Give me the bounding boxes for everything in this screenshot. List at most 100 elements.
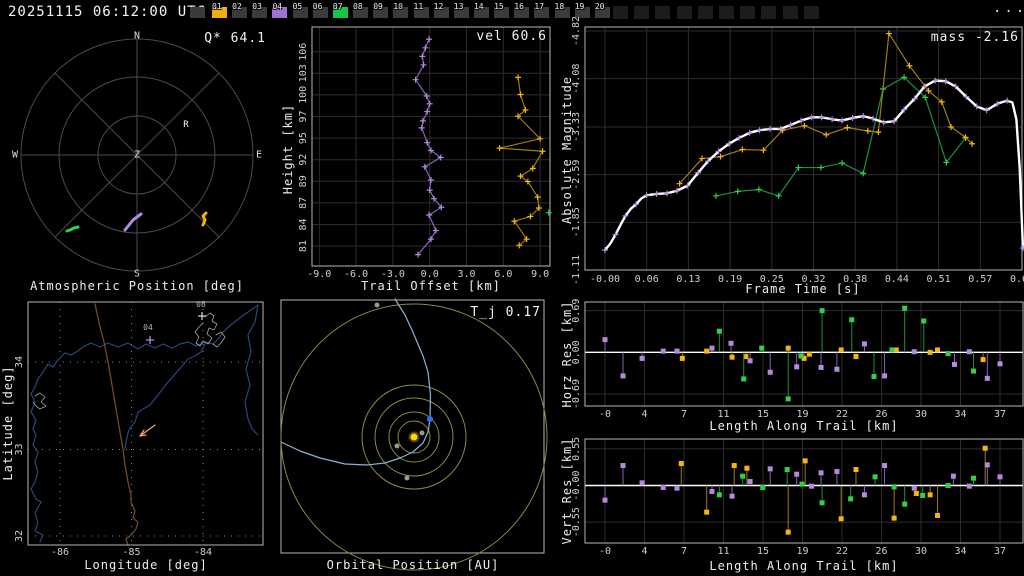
- horz-residuals-canvas: -04711151922263034370.690.00-0.69: [560, 299, 1024, 436]
- station-box-label: 15: [494, 3, 504, 11]
- panel-ground-map: 0408-86-85-84343332 Longitude [deg] Lati…: [0, 299, 280, 576]
- station-box-18[interactable]: 18: [555, 7, 570, 18]
- svg-text:97: 97: [298, 110, 309, 122]
- station-box-label: 16: [514, 3, 524, 11]
- station-box-label: 11: [414, 3, 424, 11]
- svg-text:-0.00: -0.00: [590, 274, 620, 285]
- polar-xlabel: Atmospheric Position [deg]: [30, 279, 244, 293]
- svg-text:-1.11: -1.11: [571, 255, 582, 285]
- station-box-empty[interactable]: [677, 6, 692, 19]
- station-box-empty[interactable]: [761, 6, 776, 19]
- station-box-03[interactable]: 03: [252, 7, 267, 18]
- more-menu-icon[interactable]: ...: [993, 0, 1024, 16]
- station-box-09[interactable]: 09: [373, 7, 388, 18]
- frame: [585, 27, 1022, 270]
- svg-text:92: 92: [298, 154, 309, 166]
- direction-arrow: [140, 425, 155, 436]
- panel-vert-residuals: -04711151922263034370.55-0.00-0.55 Lengt…: [560, 436, 1024, 576]
- svg-text:30: 30: [915, 409, 927, 420]
- svg-text:22: 22: [836, 546, 848, 557]
- station-box-12[interactable]: 12: [434, 7, 449, 18]
- station-box-08[interactable]: 08: [353, 7, 368, 18]
- station-box-07[interactable]: 07: [333, 7, 348, 18]
- station-box-empty[interactable]: [698, 6, 713, 19]
- station-box-label: 13: [454, 3, 464, 11]
- map-xlabel: Longitude [deg]: [84, 558, 207, 572]
- tisserand-readout: T_j 0.17: [470, 305, 541, 320]
- planets: [375, 303, 425, 481]
- svg-text:103: 103: [298, 64, 309, 82]
- svg-text:R: R: [183, 120, 189, 130]
- meteor-analysis-dashboard: 20251115 06:12:00 UTC 010203040506070809…: [0, 0, 1024, 576]
- station-box-label: 01: [212, 3, 222, 11]
- station-box-11[interactable]: 11: [414, 7, 429, 18]
- header-bar: 20251115 06:12:00 UTC 010203040506070809…: [0, 0, 1024, 24]
- svg-text:04: 04: [143, 323, 153, 332]
- station-box-20[interactable]: 20: [595, 7, 610, 18]
- panel-horz-residuals: -04711151922263034370.690.00-0.69 Length…: [560, 299, 1024, 436]
- station-box-empty[interactable]: [613, 6, 628, 19]
- station-box-02[interactable]: 02: [232, 7, 247, 18]
- station-box-16[interactable]: 16: [514, 7, 529, 18]
- svg-text:0.19: 0.19: [718, 274, 742, 285]
- vert-res-ylabel: Vert Res [km]: [560, 438, 574, 545]
- polar-plot-canvas: R: [0, 24, 280, 299]
- station-box-15[interactable]: 15: [494, 7, 509, 18]
- svg-text:-0: -0: [599, 409, 611, 420]
- svg-text:81: 81: [298, 240, 309, 252]
- frame: [281, 300, 544, 553]
- svg-text:33: 33: [14, 443, 25, 455]
- light-curve-canvas: -0.000.060.130.190.250.320.380.440.510.5…: [560, 24, 1024, 299]
- orbit-xlabel: Orbital Position [AU]: [327, 558, 500, 572]
- svg-text:-85: -85: [122, 547, 140, 558]
- station-box-05[interactable]: 05: [293, 7, 308, 18]
- velocity-readout: vel 60.6: [476, 29, 547, 44]
- svg-text:08: 08: [196, 300, 206, 309]
- station-box-empty[interactable]: [804, 6, 819, 19]
- svg-text:100: 100: [298, 86, 309, 104]
- panel-light-curve: -0.000.060.130.190.250.320.380.440.510.5…: [560, 24, 1024, 299]
- svg-text:0.44: 0.44: [885, 274, 909, 285]
- frame: [585, 439, 1023, 543]
- svg-text:-0: -0: [599, 546, 611, 557]
- svg-text:0.06: 0.06: [635, 274, 659, 285]
- svg-text:34: 34: [954, 409, 966, 420]
- station-box-blank[interactable]: [190, 7, 205, 18]
- frame: [312, 27, 550, 266]
- station-box-empty[interactable]: [634, 6, 649, 19]
- horz-res-xlabel: Length Along Trail [km]: [709, 419, 898, 433]
- station-box-06[interactable]: 06: [313, 7, 328, 18]
- station-box-01[interactable]: 01: [212, 7, 227, 18]
- station-box-label: 17: [534, 3, 544, 11]
- station-box-17[interactable]: 17: [534, 7, 549, 18]
- svg-text:-9.0: -9.0: [307, 269, 331, 280]
- station-box-empty[interactable]: [655, 6, 670, 19]
- station-box-14[interactable]: 14: [474, 7, 489, 18]
- series-station-01: [680, 346, 986, 362]
- compass-west-label: W: [12, 150, 18, 161]
- station-box-empty[interactable]: [719, 6, 734, 19]
- station-box-empty[interactable]: [783, 6, 798, 19]
- station-box-label: 08: [353, 3, 363, 11]
- svg-text:106: 106: [298, 43, 309, 61]
- lightcurve-xlabel: Frame Time [s]: [745, 282, 860, 296]
- station-box-label: 06: [313, 3, 323, 11]
- svg-text:37: 37: [994, 409, 1006, 420]
- station-box-label: 20: [595, 3, 605, 11]
- station-box-label: 09: [373, 3, 383, 11]
- station-box-empty[interactable]: [740, 6, 755, 19]
- station-box-label: 12: [434, 3, 444, 11]
- compass-south-label: S: [134, 269, 140, 280]
- station-box-04[interactable]: 04: [272, 7, 287, 18]
- frame: [28, 302, 263, 545]
- svg-text:0.51: 0.51: [927, 274, 951, 285]
- station-box-label: 05: [293, 3, 303, 11]
- grid: [585, 27, 1022, 270]
- station-box-13[interactable]: 13: [454, 7, 469, 18]
- svg-text:-84: -84: [194, 547, 212, 558]
- station-box-10[interactable]: 10: [393, 7, 408, 18]
- map-ylabel: Latitude [deg]: [1, 365, 15, 480]
- svg-text:15: 15: [757, 546, 769, 557]
- grid: [312, 27, 550, 266]
- station-box-label: 18: [555, 3, 565, 11]
